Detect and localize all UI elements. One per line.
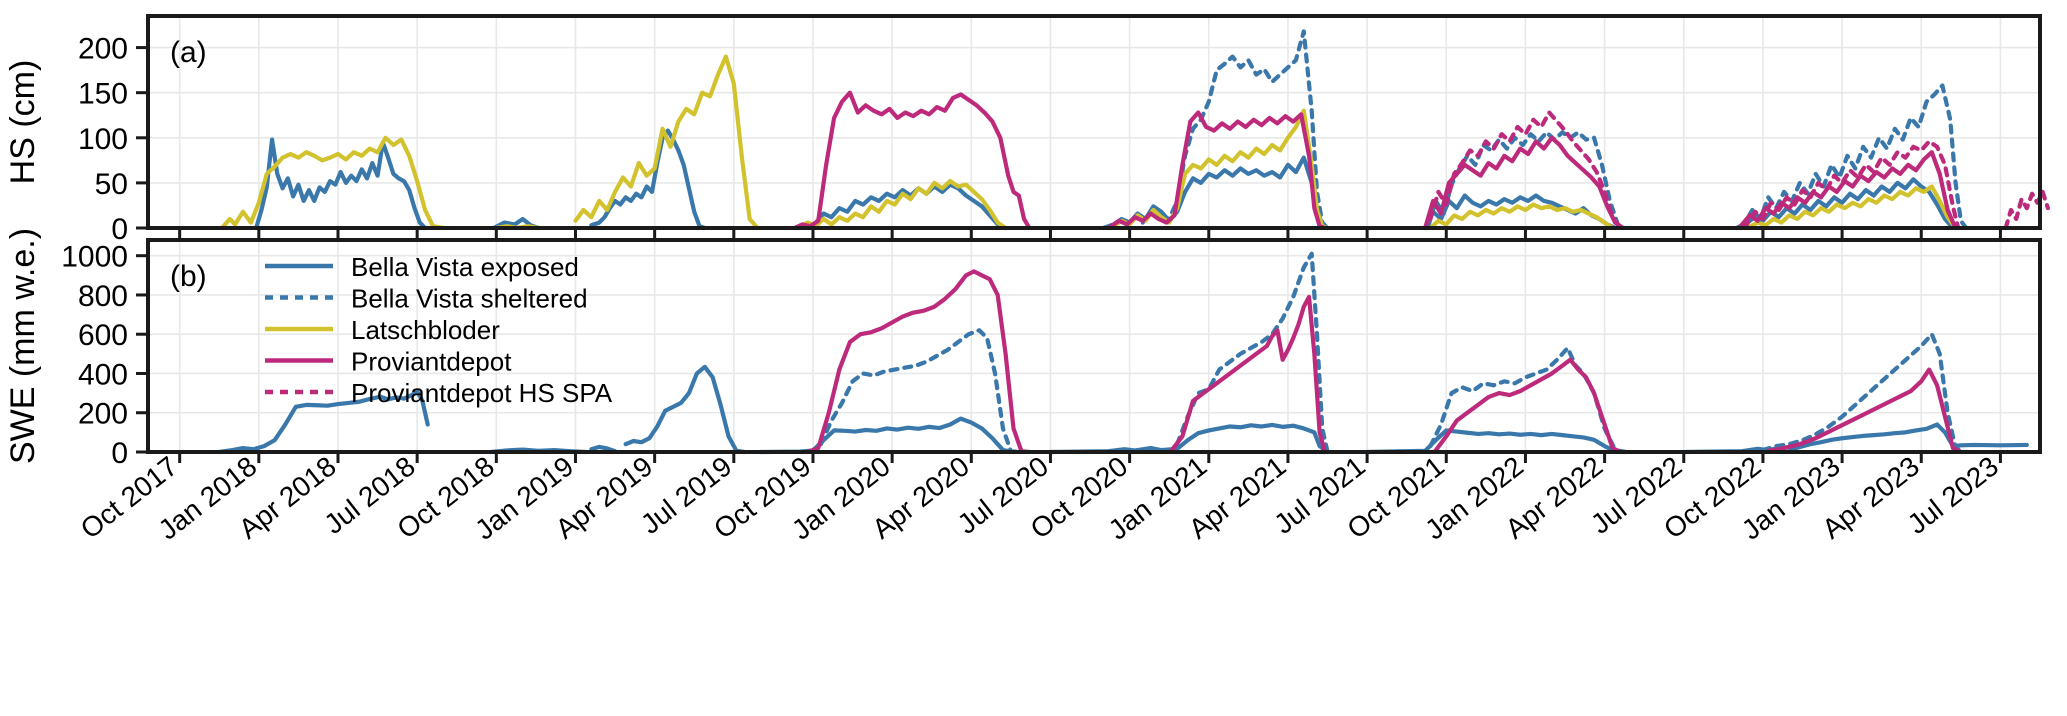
series-path bbox=[1760, 332, 1966, 455]
series-path bbox=[758, 416, 1016, 455]
series-path bbox=[1745, 184, 1958, 231]
plot-background bbox=[148, 240, 2040, 452]
y-tick-label: 100 bbox=[78, 123, 128, 156]
panel-tag: (b) bbox=[170, 260, 207, 293]
legend-label: Bella Vista sheltered bbox=[351, 284, 588, 314]
series-path bbox=[1428, 110, 1623, 231]
series-path bbox=[1423, 135, 1626, 231]
legend-item[interactable]: Bella Vista sheltered bbox=[265, 284, 588, 314]
series-path bbox=[217, 389, 430, 455]
series-path bbox=[589, 444, 618, 454]
series-path bbox=[818, 328, 1021, 455]
panel-tag: (a) bbox=[170, 36, 207, 69]
series-path bbox=[797, 182, 1008, 231]
y-tick-label: 400 bbox=[78, 358, 128, 391]
legend-label: Proviantdepot bbox=[351, 347, 512, 377]
series-path bbox=[589, 128, 707, 231]
legend-label: Latschbloder bbox=[351, 315, 500, 345]
series-path bbox=[623, 364, 747, 455]
y-tick-label: 200 bbox=[78, 33, 128, 66]
series-path bbox=[1106, 110, 1327, 231]
series-proviantdepot bbox=[805, 269, 1963, 455]
series-path bbox=[219, 135, 446, 231]
y-tick-label: 1000 bbox=[61, 241, 128, 274]
legend-item[interactable]: Proviantdepot HS SPA bbox=[265, 378, 613, 408]
legend-label: Bella Vista exposed bbox=[351, 252, 579, 282]
y-tick-label: 50 bbox=[95, 168, 128, 201]
series-path bbox=[1766, 367, 1963, 455]
y-axis-label: SWE (mm w.e.) bbox=[4, 228, 42, 464]
plot-frame bbox=[146, 238, 2042, 454]
y-tick-label: 150 bbox=[78, 78, 128, 111]
y-tick-label: 200 bbox=[78, 398, 128, 431]
panel-swe: 0 200 400 600 800 1000 (b) SWE (mm w.e.) bbox=[4, 228, 2042, 470]
series-path bbox=[1048, 422, 1330, 455]
y-axis-label: HS (cm) bbox=[4, 60, 42, 185]
plot-frame bbox=[146, 14, 2042, 230]
legend-item[interactable]: Proviantdepot bbox=[265, 347, 512, 377]
plot-background bbox=[148, 16, 2040, 228]
y-tick-label: 800 bbox=[78, 280, 128, 313]
panel-hs: 0 50 100 150 200 (a) HS (cm) bbox=[4, 14, 2051, 246]
legend-label: Proviantdepot HS SPA bbox=[351, 378, 613, 408]
series-path bbox=[1169, 294, 1327, 455]
series-path bbox=[805, 269, 1032, 455]
series-path bbox=[1739, 83, 1969, 231]
series-proviantdepot-hs-spa bbox=[1428, 110, 2051, 231]
y-tick-label: 0 bbox=[111, 213, 128, 246]
series-path bbox=[254, 137, 428, 231]
series-path bbox=[1423, 193, 1618, 231]
series-path bbox=[2003, 189, 2051, 231]
series-path bbox=[1433, 357, 1623, 455]
series-path bbox=[795, 178, 1008, 231]
series-path bbox=[573, 54, 760, 231]
legend-item[interactable]: Bella Vista exposed bbox=[265, 252, 579, 282]
y-tick-label: 600 bbox=[78, 319, 128, 352]
x-tick-label: Jul 2023 bbox=[1902, 450, 2005, 540]
series-path bbox=[1428, 202, 1615, 231]
legend-item[interactable]: Latschbloder bbox=[265, 315, 500, 345]
y-tick-label: 0 bbox=[111, 437, 128, 470]
series-path bbox=[1425, 130, 1626, 231]
series-path bbox=[1742, 139, 1961, 231]
series-path bbox=[792, 90, 1032, 231]
